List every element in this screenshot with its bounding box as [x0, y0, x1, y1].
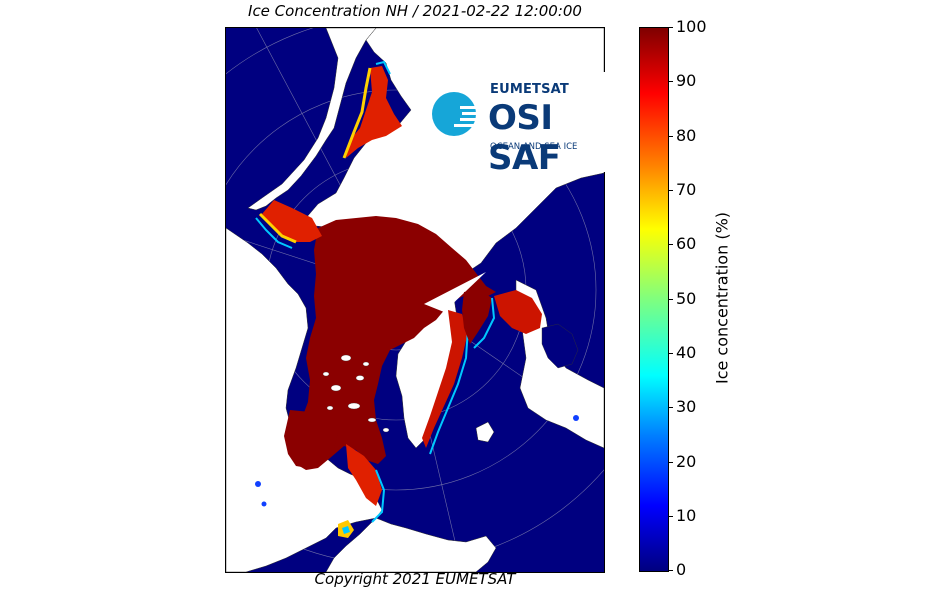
land-alaska — [247, 28, 377, 211]
osi-saf-emblem-icon — [432, 92, 486, 136]
logo-tagline-text: OCEAN AND SEA ICE — [490, 142, 578, 152]
baffin-ice-edge — [473, 297, 496, 349]
baffin-ice — [462, 290, 492, 344]
logo-product-text: OSI SAF — [488, 98, 561, 178]
bering-ice-edge-yellow — [258, 212, 297, 244]
lake — [573, 415, 579, 421]
colorbar-tick — [668, 462, 673, 463]
okhotsk-ice-edge — [342, 67, 372, 159]
baltic-ice-cyan — [342, 526, 350, 534]
colorbar-tick-label: 0 — [676, 560, 687, 579]
colorbar-tick-label: 40 — [676, 343, 697, 362]
colorbar-tick — [668, 407, 673, 408]
land-svalbard — [475, 421, 495, 443]
barents-ice-edge-cyan — [371, 469, 386, 523]
lake — [255, 481, 261, 487]
colorbar-axis-label: Ice concentration (%) — [712, 211, 732, 385]
colorbar-tick — [668, 516, 673, 517]
land-scandinavia — [325, 517, 497, 572]
colorbar-tick — [668, 244, 673, 245]
bering-ice-edge-cyan — [255, 217, 293, 249]
colorbar-tick-label: 30 — [676, 397, 697, 416]
colorbar-tick — [668, 81, 673, 82]
colorbar-tick — [668, 353, 673, 354]
colorbar-tick-label: 10 — [676, 506, 697, 525]
okhotsk-ice — [346, 66, 402, 158]
colorbar-tick-label: 20 — [676, 452, 697, 471]
colorbar-tick — [668, 136, 673, 137]
colorbar-tick-label: 100 — [676, 17, 707, 36]
east-greenland-ice — [422, 310, 468, 448]
copyright-text: Copyright 2021 EUMETSAT — [314, 570, 516, 588]
logo-brand-text: EUMETSAT — [490, 82, 570, 97]
lake — [261, 501, 267, 507]
pole-wedge — [424, 272, 486, 312]
colorbar-tick-label: 90 — [676, 71, 697, 90]
east-greenland-ice-edge — [429, 327, 469, 455]
barents-ice — [284, 410, 338, 468]
land-eurasia — [226, 227, 383, 572]
colorbar-tick — [668, 190, 673, 191]
osi-saf-logo: EUMETSAT OSI SAF OCEAN AND SEA ICE — [422, 72, 627, 178]
colorbar-tick — [668, 570, 673, 571]
colorbar-tick-label: 70 — [676, 180, 697, 199]
colorbar-tick-label: 50 — [676, 289, 697, 308]
hudson-bay-ice — [494, 290, 542, 334]
bering-ice-edge — [262, 200, 322, 242]
arctic-ice-pack — [290, 216, 496, 470]
hudson-bay-water — [541, 323, 579, 369]
colorbar-tick — [668, 27, 673, 28]
map-title: Ice Concentration NH / 2021-02-22 12:00:… — [248, 2, 582, 20]
colorbar — [639, 27, 669, 572]
barents-ice-edge — [346, 444, 382, 506]
colorbar-tick-label: 80 — [676, 126, 697, 145]
okhotsk-ice-cyan — [375, 60, 391, 75]
colorbar-tick-label: 60 — [676, 234, 697, 253]
archipelago-islands — [322, 354, 390, 433]
colorbar-tick — [668, 299, 673, 300]
